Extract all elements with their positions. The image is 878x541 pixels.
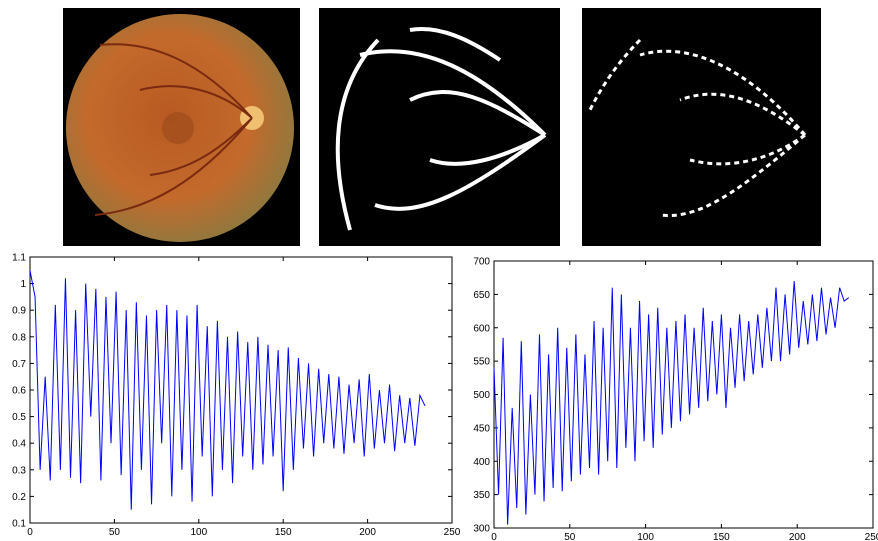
- x-tick-label: 0: [491, 532, 497, 541]
- data-line: [29, 270, 426, 510]
- axes-box: [493, 260, 874, 529]
- x-tick-label: 150: [713, 532, 730, 541]
- axes-box: [29, 256, 453, 524]
- y-tick-label: 1.1: [12, 253, 26, 264]
- y-tick-label: 0.9: [12, 306, 26, 317]
- data-line: [493, 280, 850, 525]
- x-tick-label: 50: [109, 527, 121, 538]
- x-tick-label: 250: [865, 532, 878, 541]
- x-tick-label: 0: [27, 527, 33, 538]
- y-tick-label: 650: [473, 290, 490, 301]
- y-tick-label: 0.1: [12, 519, 26, 530]
- y-tick-label: 1: [20, 279, 26, 290]
- y-tick-label: 0.5: [12, 412, 26, 423]
- y-tick-label: 500: [473, 390, 490, 401]
- x-tick-label: 50: [564, 532, 576, 541]
- x-tick-label: 250: [444, 527, 461, 538]
- y-tick-label: 400: [473, 457, 490, 468]
- x-tick-label: 100: [637, 532, 654, 541]
- y-tick-label: 450: [473, 423, 490, 434]
- vessel-segmentation: [319, 8, 560, 246]
- y-tick-label: 350: [473, 490, 490, 501]
- y-tick-label: 0.4: [12, 439, 26, 450]
- x-tick-label: 100: [190, 527, 207, 538]
- x-tick-label: 200: [359, 527, 376, 538]
- y-tick-label: 0.7: [12, 359, 26, 370]
- vessel-detection: [582, 8, 821, 246]
- y-tick-label: 0.8: [12, 332, 26, 343]
- y-tick-label: 550: [473, 357, 490, 368]
- vessel-fragments: [588, 38, 807, 218]
- x-tick-label: 150: [275, 527, 292, 538]
- vessel-tree: [335, 27, 547, 231]
- y-tick-label: 0.2: [12, 492, 26, 503]
- y-tick-label: 600: [473, 323, 490, 334]
- y-tick-label: 0.3: [12, 465, 26, 476]
- y-tick-label: 700: [473, 257, 490, 268]
- vessels: [94, 43, 253, 216]
- y-tick-label: 300: [473, 524, 490, 535]
- y-tick-label: 0.6: [12, 386, 26, 397]
- macula: [162, 112, 194, 144]
- x-tick-label: 200: [789, 532, 806, 541]
